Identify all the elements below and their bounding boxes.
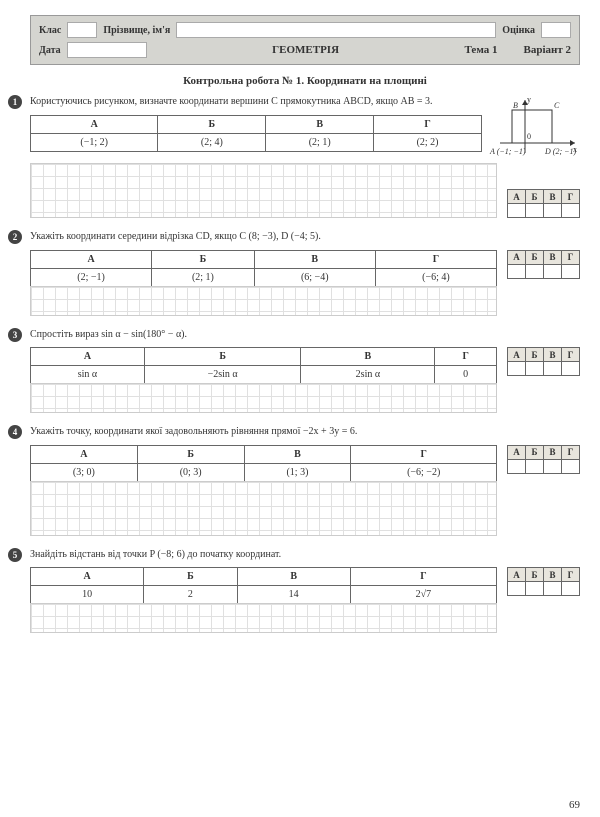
opt-cell: (−1; 2) [31, 133, 158, 151]
opt-cell: (2; 1) [266, 133, 374, 151]
opt-header: Б [158, 115, 266, 133]
point-b: B [513, 101, 518, 110]
origin: 0 [527, 132, 531, 141]
coordinate-figure: y x B C 0 A (−1; −1) D (2; −1) [490, 95, 580, 160]
work-grid[interactable] [30, 163, 497, 218]
work-grid[interactable] [30, 603, 497, 633]
page-number: 69 [569, 799, 580, 811]
klas-field[interactable] [67, 22, 97, 38]
task-4: 4 Укажіть точку, координати якої задовол… [30, 425, 580, 536]
point-d: D (2; −1) [545, 147, 576, 156]
klas-label: Клас [39, 25, 61, 36]
worksheet-title: Контрольна робота № 1. Координати на пло… [30, 75, 580, 87]
grade-label: Оцінка [502, 25, 535, 36]
opt-header: А [31, 115, 158, 133]
worksheet-header: Клас Прізвище, ім'я Оцінка Дата ГЕОМЕТРІ… [30, 15, 580, 65]
date-label: Дата [39, 45, 61, 56]
task-5: 5 Знайдіть відстань від точки P (−8; 6) … [30, 548, 580, 634]
task-2: 2 Укажіть координати середини відрізка C… [30, 230, 580, 316]
work-grid[interactable] [30, 286, 497, 316]
opt-cell: (2; 4) [158, 133, 266, 151]
task-text: Користуючись рисунком, визначте координа… [30, 95, 482, 109]
task-number: 5 [8, 548, 22, 562]
work-grid[interactable] [30, 383, 497, 413]
name-field[interactable] [176, 22, 496, 38]
task-3: 3 Спростіть вираз sin α − sin(180° − α).… [30, 328, 580, 414]
opt-cell: (2; 2) [374, 133, 482, 151]
answer-grid[interactable]: АБВГ [507, 189, 580, 218]
point-a: A (−1; −1) [490, 147, 526, 156]
task-1: 1 Користуючись рисунком, визначте коорди… [30, 95, 580, 218]
point-c: C [554, 101, 559, 110]
task-text: Укажіть координати середини відрізка CD,… [30, 230, 580, 244]
options-table: АБВГ (3; 0)(0; 3)(1; 3)(−6; −2) [30, 445, 497, 482]
task-text: Укажіть точку, координати якої задовольн… [30, 425, 580, 439]
answer-grid[interactable]: АБВГ [507, 567, 580, 596]
variant-label: Варіант 2 [523, 44, 571, 56]
options-table: АБВГ 102142√7 [30, 567, 497, 604]
y-axis-label: y [527, 95, 531, 104]
options-table: АБВГ sin α−2sin α2sin α0 [30, 347, 497, 384]
name-label: Прізвище, ім'я [103, 25, 170, 36]
opt-header: В [266, 115, 374, 133]
task-number: 3 [8, 328, 22, 342]
options-table: А Б В Г (−1; 2) (2; 4) (2; 1) (2; 2) [30, 115, 482, 152]
task-number: 4 [8, 425, 22, 439]
task-number: 1 [8, 95, 22, 109]
task-number: 2 [8, 230, 22, 244]
grade-field[interactable] [541, 22, 571, 38]
answer-grid[interactable]: АБВГ [507, 250, 580, 279]
subject-label: ГЕОМЕТРІЯ [153, 44, 459, 56]
opt-header: Г [374, 115, 482, 133]
date-field[interactable] [67, 42, 147, 58]
task-text: Спростіть вираз sin α − sin(180° − α). [30, 328, 580, 342]
tema-label: Тема 1 [465, 44, 498, 56]
answer-grid[interactable]: АБВГ [507, 445, 580, 474]
options-table: АБВГ (2; −1)(2; 1)(6; −4)(−6; 4) [30, 250, 497, 287]
task-text: Знайдіть відстань від точки P (−8; 6) до… [30, 548, 580, 562]
answer-grid[interactable]: АБВГ [507, 347, 580, 376]
work-grid[interactable] [30, 481, 497, 536]
